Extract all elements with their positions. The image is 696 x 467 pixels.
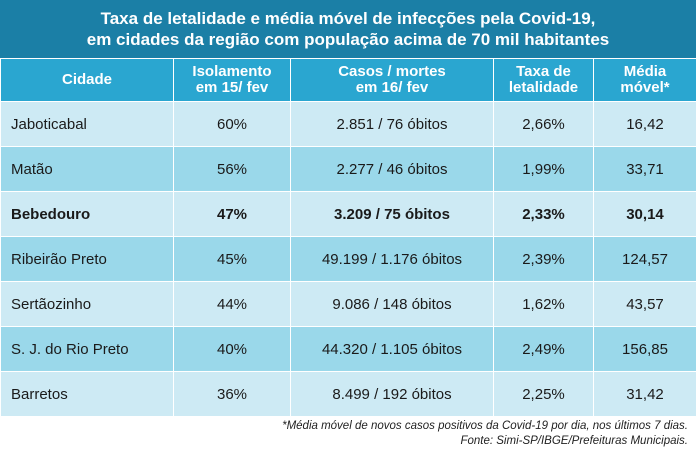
footnote-source: Fonte: Simi-SP/IBGE/Prefeituras Municipa… xyxy=(460,435,688,447)
cell-casos: 2.851 / 76 óbitos xyxy=(290,101,494,147)
cell-isolamento: 60% xyxy=(173,101,291,147)
cell-taxa: 2,49% xyxy=(493,326,594,372)
cell-media: 31,42 xyxy=(593,371,696,417)
table-title: Taxa de letalidade e média móvel de infe… xyxy=(0,0,696,58)
table-row: S. J. do Rio Preto 40% 44.320 / 1.105 ób… xyxy=(0,326,696,372)
table-row: Jaboticabal 60% 2.851 / 76 óbitos 2,66% … xyxy=(0,101,696,147)
cell-isolamento: 36% xyxy=(173,371,291,417)
cell-taxa: 1,99% xyxy=(493,146,594,192)
cell-taxa: 2,33% xyxy=(493,191,594,237)
table-row: Ribeirão Preto 45% 49.199 / 1.176 óbitos… xyxy=(0,236,696,282)
header-taxa: Taxa de letalidade xyxy=(493,58,594,102)
header-row: Cidade Isolamento em 15/ fev Casos / mort… xyxy=(0,58,696,102)
table-row: Sertãozinho 44% 9.086 / 148 óbitos 1,62%… xyxy=(0,281,696,327)
cell-media: 30,14 xyxy=(593,191,696,237)
cell-cidade: Ribeirão Preto xyxy=(0,236,174,282)
title-line-1: Taxa de letalidade e média móvel de infe… xyxy=(100,9,596,28)
cell-taxa: 2,39% xyxy=(493,236,594,282)
covid-table: Cidade Isolamento em 15/ fev Casos / mort… xyxy=(0,58,696,417)
cell-media: 43,57 xyxy=(593,281,696,327)
cell-media: 33,71 xyxy=(593,146,696,192)
header-casos: Casos / mortes em 16/ fev xyxy=(290,58,494,102)
table-row-highlight: Bebedouro 47% 3.209 / 75 óbitos 2,33% 30… xyxy=(0,191,696,237)
cell-casos: 2.277 / 46 óbitos xyxy=(290,146,494,192)
table-row: Barretos 36% 8.499 / 192 óbitos 2,25% 31… xyxy=(0,371,696,417)
header-cidade: Cidade xyxy=(0,58,174,102)
cell-cidade: Jaboticabal xyxy=(0,101,174,147)
cell-casos: 8.499 / 192 óbitos xyxy=(290,371,494,417)
title-line-2: em cidades da região com população acima… xyxy=(86,30,610,49)
footnote-note: *Média móvel de novos casos positivos da… xyxy=(282,420,688,432)
cell-media: 156,85 xyxy=(593,326,696,372)
cell-cidade: Sertãozinho xyxy=(0,281,174,327)
cell-casos: 3.209 / 75 óbitos xyxy=(290,191,494,237)
footnote: *Média móvel de novos casos positivos da… xyxy=(282,419,688,449)
cell-cidade: Barretos xyxy=(0,371,174,417)
cell-taxa: 2,25% xyxy=(493,371,594,417)
cell-isolamento: 47% xyxy=(173,191,291,237)
cell-casos: 44.320 / 1.105 óbitos xyxy=(290,326,494,372)
cell-cidade: S. J. do Rio Preto xyxy=(0,326,174,372)
cell-cidade: Bebedouro xyxy=(0,191,174,237)
cell-media: 124,57 xyxy=(593,236,696,282)
cell-taxa: 2,66% xyxy=(493,101,594,147)
cell-casos: 49.199 / 1.176 óbitos xyxy=(290,236,494,282)
header-media: Média móvel* xyxy=(593,58,696,102)
cell-isolamento: 56% xyxy=(173,146,291,192)
cell-casos: 9.086 / 148 óbitos xyxy=(290,281,494,327)
header-isolamento: Isolamento em 15/ fev xyxy=(173,58,291,102)
cell-cidade: Matão xyxy=(0,146,174,192)
cell-media: 16,42 xyxy=(593,101,696,147)
cell-isolamento: 45% xyxy=(173,236,291,282)
cell-isolamento: 40% xyxy=(173,326,291,372)
table-row: Matão 56% 2.277 / 46 óbitos 1,99% 33,71 xyxy=(0,146,696,192)
cell-taxa: 1,62% xyxy=(493,281,594,327)
cell-isolamento: 44% xyxy=(173,281,291,327)
